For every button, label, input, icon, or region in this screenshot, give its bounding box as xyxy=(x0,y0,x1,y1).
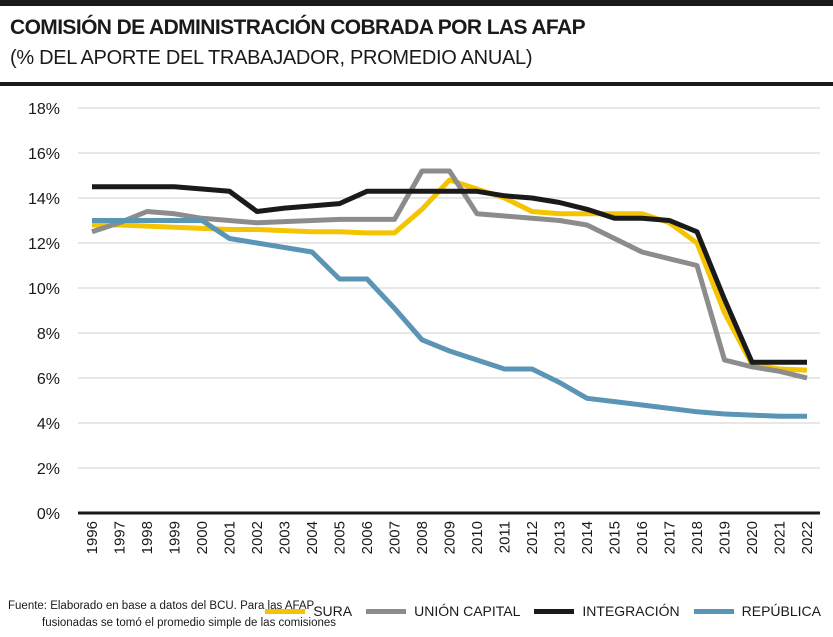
x-tick-label: 2016 xyxy=(634,521,651,554)
x-tick-label: 2004 xyxy=(304,521,321,554)
series-line xyxy=(92,218,807,419)
x-tick-label: 2022 xyxy=(799,521,816,554)
x-tick-label: 2006 xyxy=(359,521,376,554)
y-tick-label: 10% xyxy=(28,281,60,298)
y-tick-label: 8% xyxy=(37,326,60,343)
x-tick-label: 1998 xyxy=(139,521,156,554)
x-tick-label: 2013 xyxy=(552,521,569,554)
series-line xyxy=(92,184,807,365)
y-tick-label: 0% xyxy=(37,506,60,523)
legend-swatch xyxy=(265,608,306,614)
x-tick-label: 2012 xyxy=(524,521,541,554)
y-tick-label: 2% xyxy=(37,461,60,478)
line-chart: 0%2%4%6%8%10%12%14%16%18% 1996 1997 1998 19… xyxy=(28,101,820,554)
chart-title: COMISIÓN DE ADMINISTRACIÓN COBRADA POR L… xyxy=(10,16,586,39)
x-tick-label: 2019 xyxy=(717,521,734,554)
y-tick-label: 16% xyxy=(28,146,60,163)
legend-label: INTEGRACIÓN xyxy=(582,603,680,619)
x-tick-label: 2014 xyxy=(579,521,596,554)
x-tick-label: 2000 xyxy=(194,521,211,554)
x-tick-label: 2017 xyxy=(662,521,679,554)
x-tick-label: 2003 xyxy=(277,521,294,554)
x-tick-label: 2021 xyxy=(772,521,789,554)
source-note: Fuente: Elaborado en base a datos del BC… xyxy=(8,598,338,632)
series-line xyxy=(91,168,808,381)
x-tick-label: 2001 xyxy=(222,521,239,554)
x-tick-label: 2008 xyxy=(414,521,431,554)
x-tick-label: 2002 xyxy=(249,521,266,554)
header-rule xyxy=(0,82,833,86)
x-tick-label: 2011 xyxy=(497,521,514,553)
x-tick-label: 2007 xyxy=(387,521,404,554)
x-tick-label: 2005 xyxy=(332,521,349,554)
x-tick-label: 2010 xyxy=(469,521,486,554)
y-tick-label: 12% xyxy=(28,236,60,253)
y-tick-label: 6% xyxy=(37,371,60,388)
legend-label: REPÚBLICA xyxy=(741,603,821,619)
x-tick-label: 2009 xyxy=(442,521,459,554)
chart-subtitle: (% DEL APORTE DEL TRABAJADOR, PROMEDIO A… xyxy=(10,47,533,69)
y-tick-label: 4% xyxy=(37,416,60,433)
legend-swatch xyxy=(693,608,734,614)
source-line-2: fusionadas se tomó el promedio simple de… xyxy=(42,617,337,629)
x-axis-ticks: 1996 1997 1998 1999 2000 2001 2002 2003 2004 2005… xyxy=(84,521,816,554)
legend-item: UNIÓN CAPITAL xyxy=(366,603,520,619)
legend-swatch xyxy=(534,608,575,614)
legend-label: SURA xyxy=(313,603,353,619)
x-tick-label: 2018 xyxy=(689,521,706,554)
chart-legend: SURA UNIÓN CAPITAL INTEGRACIÓN REPÚBLICA xyxy=(251,603,821,619)
legend-swatch xyxy=(366,608,407,614)
top-rule xyxy=(0,0,833,6)
x-tick-label: 1997 xyxy=(112,521,129,554)
legend-label: UNIÓN CAPITAL xyxy=(414,603,521,619)
y-tick-label: 14% xyxy=(28,191,60,208)
series-lines xyxy=(91,168,808,419)
x-tick-label: 2020 xyxy=(744,521,761,554)
source-line-1: Fuente: Elaborado en base a datos del BC… xyxy=(8,600,315,612)
x-tick-label: 1999 xyxy=(167,521,184,554)
legend-item: INTEGRACIÓN xyxy=(534,603,680,619)
legend-item: SURA xyxy=(265,603,352,619)
x-tick-label: 2015 xyxy=(607,521,624,554)
y-axis-ticks: 0% 2% 4% 6% 8% 10% 12% 14% 16% 18% xyxy=(28,101,60,523)
legend-item: REPÚBLICA xyxy=(693,603,821,619)
y-tick-label: 18% xyxy=(28,101,60,118)
x-tick-label: 1996 xyxy=(84,521,101,554)
